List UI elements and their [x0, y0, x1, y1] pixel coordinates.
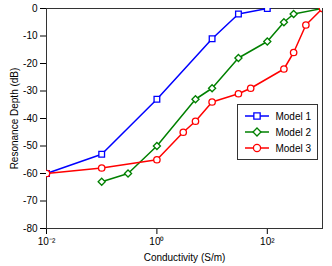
svg-text:-40: -40: [23, 113, 38, 124]
svg-text:-10: -10: [23, 30, 38, 41]
svg-text:-80: -80: [23, 223, 38, 234]
html-text:Model 1: Model 1: [275, 110, 311, 122]
svg-text:-50: -50: [23, 140, 38, 151]
svg-text:0: 0: [32, 3, 38, 14]
html-text:Model 3: Model 3: [275, 142, 311, 154]
svg-text:10²: 10²: [260, 236, 275, 247]
svg-text:-20: -20: [23, 58, 38, 69]
svg-text:Conductivity (S/m): Conductivity (S/m): [144, 252, 226, 263]
svg-text:10⁻²: 10⁻²: [38, 236, 56, 247]
svg-text:-30: -30: [23, 85, 38, 96]
svg-text:Resonance Depth (dB): Resonance Depth (dB): [9, 68, 20, 170]
svg-text:-70: -70: [23, 195, 38, 206]
svg-text:-60: -60: [23, 168, 38, 179]
svg-text:10⁰: 10⁰: [149, 236, 164, 247]
html-text:Model 2: Model 2: [275, 126, 311, 138]
